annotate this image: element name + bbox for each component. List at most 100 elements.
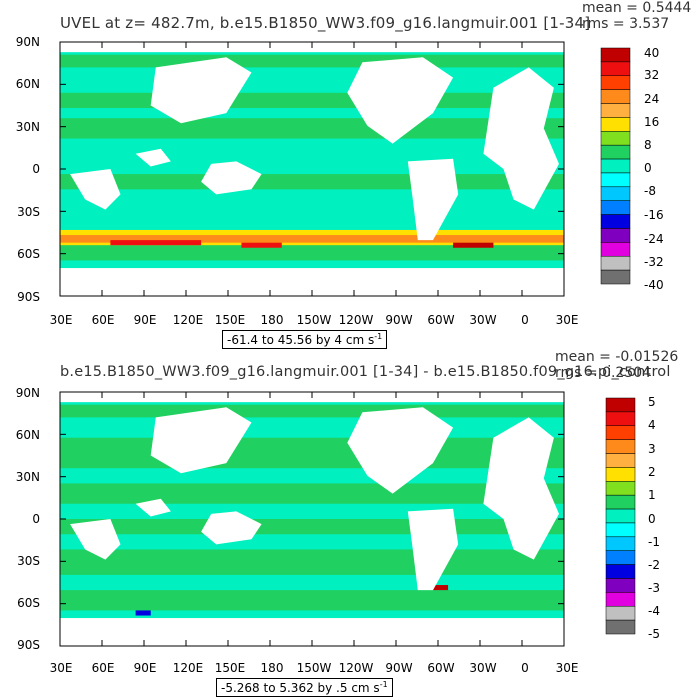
colorbar1-swatch [600, 269, 631, 285]
colorbar2-swatch [605, 411, 636, 427]
panel2-zonal-band [60, 519, 564, 535]
colorbar2-label: -4 [648, 604, 660, 618]
colorbar1-swatch [600, 200, 631, 215]
lon-label: 120W [338, 313, 374, 327]
colorbar1-swatch [600, 186, 631, 201]
panel1-title: UVEL at z= 482.7m, b.e15.B1850_WW3.f09_g… [60, 14, 591, 32]
lon-label: 150W [296, 313, 332, 327]
colorbar1-swatch [600, 117, 631, 132]
lat-label-90s: 90S [17, 290, 40, 304]
colorbar2-swatch [605, 397, 636, 413]
panel2-continent [201, 511, 262, 545]
panel1-continent [483, 67, 559, 210]
colorbar1-label: 16 [644, 115, 660, 129]
panel2-anomaly-spot [432, 585, 449, 591]
colorbar1-swatch [600, 89, 631, 104]
lon-label: 90E [133, 313, 157, 327]
panel1-zonal-band [60, 54, 564, 68]
colorbar2-swatch [605, 592, 636, 607]
colorbar2-swatch [605, 467, 636, 482]
colorbar2-swatch [605, 522, 636, 538]
lon-label: 90W [385, 313, 413, 327]
colorbar1-swatch [600, 242, 631, 257]
colorbar1-swatch [600, 47, 631, 63]
colorbar1-swatch [600, 144, 631, 160]
colorbar2-swatch [605, 564, 636, 579]
colorbar2-swatch [605, 508, 636, 524]
panel1-continent [347, 57, 454, 144]
panel1-range-label: -61.4 to 45.56 by 4 cm s-1 [222, 330, 388, 349]
panel1-acc-band [60, 235, 564, 243]
lon-label: 180 [260, 661, 284, 675]
panel2-zonal-band [60, 437, 564, 469]
panel1-zonal-band [60, 92, 564, 109]
lon-label: 30W [469, 661, 497, 675]
lon-label: 150W [296, 661, 332, 675]
lon-label: 60E [91, 313, 115, 327]
colorbar1-label: -8 [644, 184, 656, 198]
colorbar1-swatch [600, 75, 631, 90]
colorbar2-label: 0 [648, 512, 656, 526]
colorbar1-swatch [600, 255, 631, 271]
panel1-continent [135, 148, 171, 167]
panel2-zonal-band [60, 590, 564, 611]
colorbar2-swatch [605, 481, 636, 496]
colorbar1-swatch [600, 158, 631, 174]
panel1-zonal-band [60, 174, 564, 190]
lon-label: 120E [172, 661, 204, 675]
colorbar2-label: 4 [648, 418, 656, 432]
panel1-zonal-band [60, 118, 564, 139]
lon-label: 30E [555, 661, 579, 675]
lat-label-60s: 60S [17, 247, 40, 261]
lon-label: 60E [91, 661, 115, 675]
lat-label-30s: 30S [17, 205, 40, 219]
panel2-rms: rms = 0.2504 [555, 365, 652, 381]
colorbar1-swatch [600, 61, 631, 77]
lon-label: 120E [172, 313, 204, 327]
panel1-mean: mean = 0.5444 [582, 0, 692, 16]
lat-label-60n: 60N [15, 428, 40, 442]
panel1-continent [407, 158, 459, 241]
lon-label: 180 [260, 313, 284, 327]
panel2-continent [407, 508, 459, 591]
lon-label: 90W [385, 661, 413, 675]
lon-label: 30E [49, 661, 73, 675]
colorbar1-label: 0 [644, 161, 652, 175]
panel2-continent [70, 519, 121, 560]
colorbar2-label: 3 [648, 442, 656, 456]
panel2-zonal-band [60, 549, 564, 575]
colorbar1-label: 24 [644, 92, 660, 106]
lon-label: 90E [133, 661, 157, 675]
colorbar2-swatch [605, 619, 636, 635]
colorbar1-swatch [600, 103, 631, 118]
lat-label-90n: 90N [15, 35, 40, 49]
lon-label: 0 [521, 313, 529, 327]
colorbar1-label: 40 [644, 46, 660, 60]
colorbar1-label: -16 [644, 208, 664, 222]
lat-label-30n: 30N [15, 120, 40, 134]
panel2-zonal-band [60, 483, 564, 504]
panel2-zonal-band [60, 404, 564, 418]
colorbar2-label: -3 [648, 581, 660, 595]
lon-label: 150E [214, 313, 246, 327]
panel2-mean: mean = -0.01526 [555, 349, 679, 365]
panel2-continent [150, 407, 252, 474]
panel2-anomaly-spot [135, 610, 151, 616]
colorbar1-swatch [600, 172, 631, 188]
colorbar2-swatch [605, 425, 636, 440]
colorbar2-label: 5 [648, 395, 656, 409]
panel1-continent [201, 161, 262, 195]
lon-label: 60W [427, 313, 455, 327]
lat-label-30n: 30N [15, 470, 40, 484]
colorbar2-label: -5 [648, 627, 660, 641]
lat-label-60s: 60S [17, 596, 40, 610]
panel1-continent [70, 169, 121, 210]
colorbar2-swatch [605, 578, 636, 593]
colorbar1-swatch [600, 131, 631, 146]
lat-label-0: 0 [32, 162, 40, 176]
colorbar1-label: 8 [644, 138, 652, 152]
lon-label: 30E [555, 313, 579, 327]
panel1-continent [150, 57, 252, 124]
panel2-range-label: -5.268 to 5.362 by .5 cm s-1 [216, 678, 393, 697]
